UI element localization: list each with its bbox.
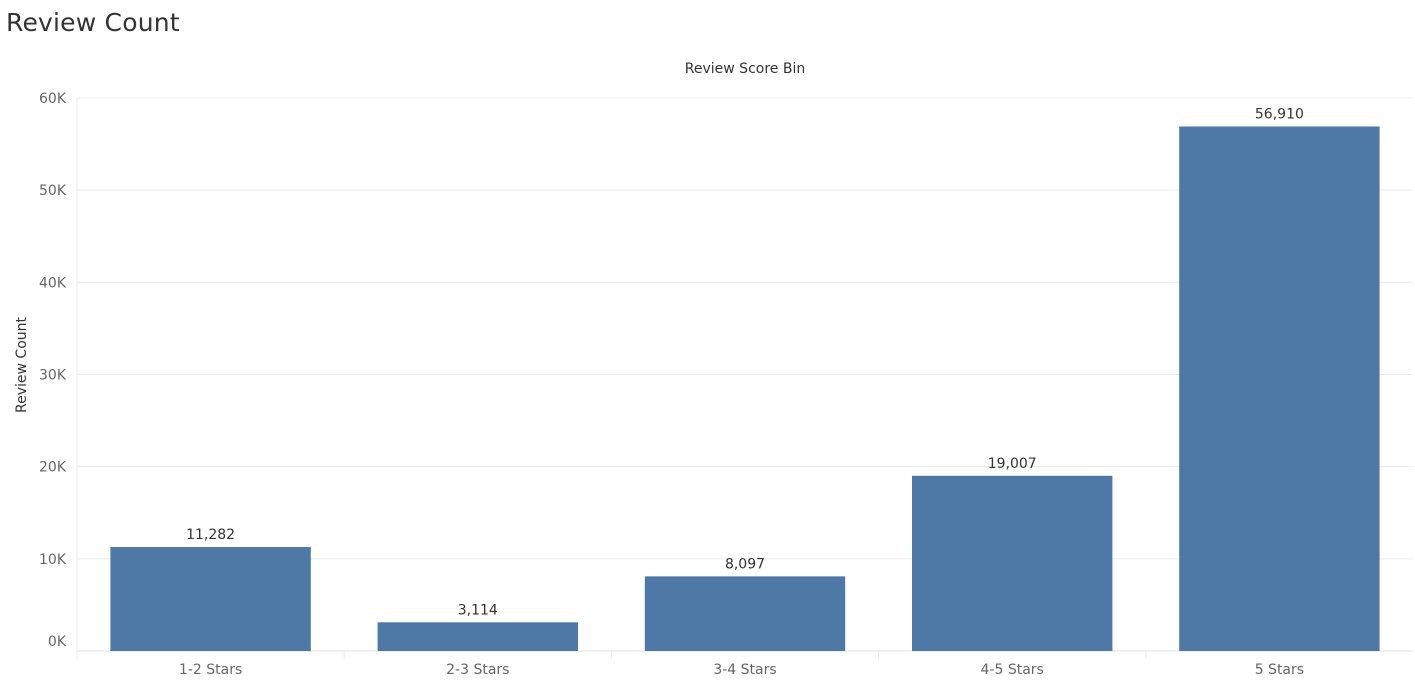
x-tick-label: 3-4 Stars <box>713 662 776 678</box>
bar-value-label: 19,007 <box>988 456 1037 472</box>
bar-1-2-stars[interactable] <box>110 547 311 651</box>
bar-4-5-stars[interactable] <box>912 475 1113 651</box>
y-tick-label: 0K <box>48 634 67 650</box>
y-tick-label: 20K <box>39 460 67 476</box>
axes: 0K 10K 20K 30K 40K 50K 60K 1-2 Stars 2-3 Stars 3-… <box>39 91 1413 678</box>
bar-3-4-stars[interactable] <box>644 576 846 651</box>
x-tick-label: 4-5 Stars <box>981 662 1044 678</box>
column-header: Review Score Bin <box>685 61 805 77</box>
bars <box>110 126 1380 652</box>
bar-value-label: 8,097 <box>725 556 765 572</box>
bar-value-label: 56,910 <box>1255 106 1304 122</box>
y-tick-label: 60K <box>39 91 67 107</box>
y-tick-label: 40K <box>39 275 67 291</box>
y-tick-label: 10K <box>39 552 67 568</box>
bar-value-label: 3,114 <box>458 602 498 618</box>
x-tick-label: 5 Stars <box>1255 662 1304 678</box>
bar-2-3-stars[interactable] <box>377 622 578 651</box>
y-tick-label: 30K <box>39 368 67 384</box>
bar-value-label: 11,282 <box>186 527 235 543</box>
bar-5-stars[interactable] <box>1179 126 1380 652</box>
y-axis-title: Review Count <box>14 317 30 413</box>
data-labels: 11,282 3,114 8,097 19,007 56,910 <box>186 106 1304 618</box>
y-tick-label: 50K <box>39 183 67 199</box>
sheet-title: Review Count <box>6 8 180 37</box>
x-tick-label: 1-2 Stars <box>179 662 242 678</box>
x-tick-label: 2-3 Stars <box>446 662 509 678</box>
